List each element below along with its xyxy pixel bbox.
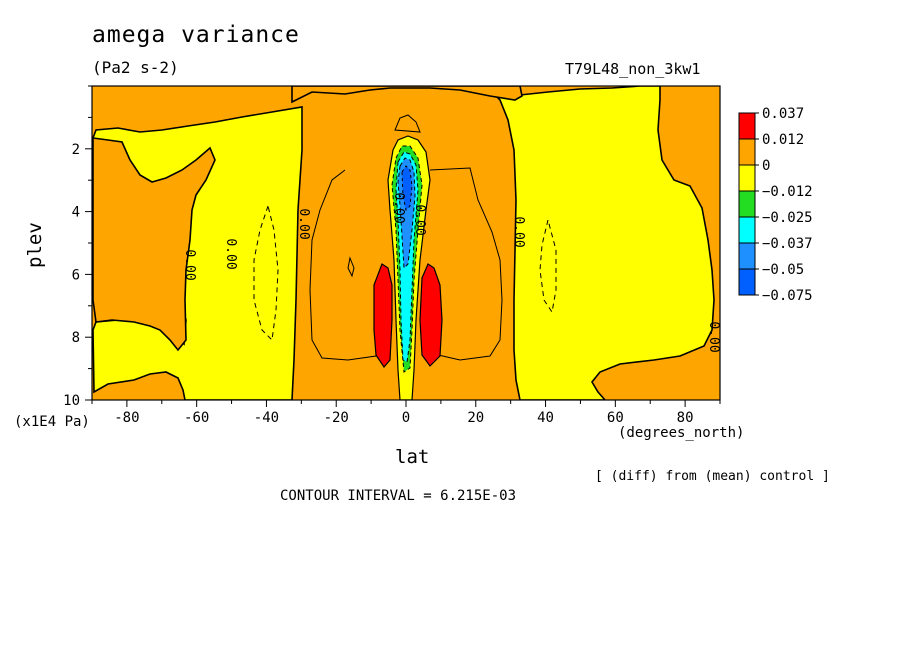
- dashed-contour-nh: [539, 219, 557, 314]
- contour-label: 0.00: [223, 238, 238, 269]
- inner-contour-right: [429, 167, 503, 361]
- colorbar-swatch: [738, 268, 756, 296]
- x-tick-label: -40: [254, 410, 279, 426]
- colorbar-label: −0.025: [762, 210, 813, 226]
- colorbar-swatch: [738, 164, 756, 192]
- red-left-lobe: [373, 263, 393, 368]
- colorbar-label: 0.037: [762, 106, 804, 122]
- y-unit-label: (x1E4 Pa): [14, 414, 90, 430]
- x-axis: -80 -60 -40 -20 0 20 40 60 80: [91, 400, 721, 426]
- run-label: T79L48_non_3kw1: [565, 60, 701, 78]
- x-axis-label: lat: [395, 446, 430, 468]
- contour-label: 0.00: [412, 204, 427, 235]
- units-label: (Pa2 s-2): [92, 58, 179, 77]
- y-tick-label: 6: [72, 267, 80, 283]
- top-center-bump: [291, 86, 523, 104]
- colorbar-label: −0.05: [762, 262, 804, 278]
- y-tick-label: 2: [72, 142, 80, 158]
- contour-label: 0.00: [182, 249, 197, 280]
- x-tick-label: 40: [537, 410, 554, 426]
- colorbar-swatch: [738, 138, 756, 166]
- dashed-contour-sh: [253, 204, 279, 342]
- x-tick-label: -80: [114, 410, 139, 426]
- core-darkblue: [401, 165, 413, 212]
- contour-labels: 0.00 0.00 0.00 0.00 0.00 0.00 0.00: [182, 192, 721, 352]
- nh-yellow-region: [496, 86, 715, 400]
- y-tick-label: 8: [72, 330, 80, 346]
- y-axis-label: plev: [24, 222, 46, 268]
- contour-label: 0.00: [391, 192, 406, 223]
- x-tick-label: 0: [402, 410, 410, 426]
- colorbar-swatch: [738, 242, 756, 270]
- x-tick-label: -60: [184, 410, 209, 426]
- colorbar-label: −0.037: [762, 236, 813, 252]
- colorbar-label: 0: [762, 158, 770, 174]
- x-tick-label: -20: [324, 410, 349, 426]
- colorbar-swatch: [738, 112, 756, 140]
- sh-orange-lobe: [92, 137, 216, 352]
- inner-contour-left: [309, 169, 383, 361]
- x-tick-label: 80: [677, 410, 694, 426]
- contour-label: 0.00: [296, 208, 311, 239]
- colorbar-label: −0.075: [762, 288, 813, 304]
- colorbar-swatch: [738, 190, 756, 218]
- diff-note: [ (diff) from (mean) control ]: [595, 469, 830, 484]
- red-right-lobe: [419, 263, 443, 367]
- plot-field: [92, 86, 720, 400]
- tiny-contour-sh: [347, 256, 355, 278]
- chart-title: amega variance: [92, 22, 300, 48]
- colorbar-swatch: [738, 216, 756, 244]
- y-axis: 2 4 6 8 10: [63, 85, 92, 409]
- colorbar-label: −0.012: [762, 184, 813, 200]
- y-tick-label: 10: [63, 393, 80, 409]
- contour-interval: CONTOUR INTERVAL = 6.215E-03: [280, 488, 517, 504]
- y-tick-label: 4: [72, 205, 80, 221]
- colorbar-label: 0.012: [762, 132, 804, 148]
- x-tick-label: 60: [607, 410, 624, 426]
- top-small-contour: [394, 114, 421, 133]
- colorbar: 0.037 0.012 0 −0.012 −0.025 −0.037 −0.05 −0.075: [738, 106, 813, 304]
- x-tick-label: 20: [467, 410, 484, 426]
- contour-label: 0.00: [511, 216, 526, 247]
- contour-label: 0.00: [706, 321, 721, 352]
- x-unit-label: (degrees_north): [618, 425, 745, 441]
